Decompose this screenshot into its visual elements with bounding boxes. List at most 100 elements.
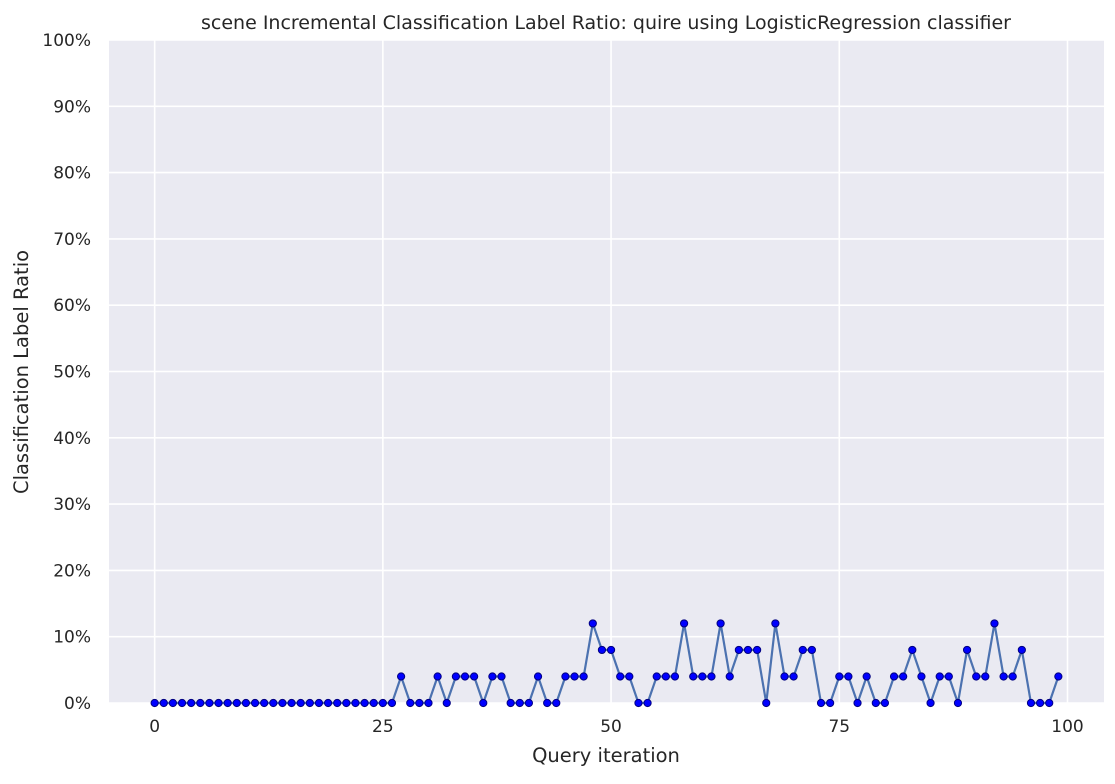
data-point: [789, 672, 798, 681]
data-point: [698, 672, 707, 681]
y-tick-label: 50%: [53, 363, 91, 383]
data-point: [771, 619, 780, 628]
data-point: [187, 698, 196, 708]
data-point: [944, 672, 953, 681]
y-tick-label: 100%: [42, 31, 91, 51]
data-point: [250, 698, 260, 708]
data-point: [406, 698, 415, 708]
data-point: [1054, 672, 1063, 681]
chart-title: scene Incremental Classification Label R…: [201, 12, 1011, 34]
y-tick-label: 30%: [53, 495, 91, 515]
data-point: [689, 672, 698, 681]
data-point: [889, 672, 899, 681]
y-tick-label: 60%: [53, 296, 91, 316]
x-tick-label: 25: [372, 717, 394, 737]
data-point: [351, 698, 360, 708]
data-point: [862, 672, 871, 681]
data-point: [899, 672, 908, 681]
data-point: [707, 672, 716, 681]
data-point: [543, 698, 552, 708]
data-point: [798, 645, 807, 655]
y-tick-label: 90%: [53, 97, 91, 117]
data-point: [196, 698, 205, 708]
data-point: [470, 672, 479, 681]
data-point: [972, 672, 981, 681]
data-point: [616, 672, 625, 681]
x-tick-labels: 0 25 50 75 100: [149, 717, 1083, 737]
data-point: [442, 698, 451, 708]
data-point: [762, 698, 771, 708]
data-point: [871, 698, 880, 708]
data-point: [333, 698, 342, 708]
y-tick-label: 80%: [53, 164, 91, 184]
data-point: [223, 698, 232, 708]
data-point: [725, 672, 734, 681]
y-axis-label: Classification Label Ratio: [10, 250, 33, 494]
data-point: [269, 698, 278, 708]
data-point: [214, 698, 223, 708]
data-point: [360, 698, 369, 708]
data-point: [552, 698, 561, 708]
data-point: [305, 698, 314, 708]
data-point: [953, 698, 963, 708]
data-point: [397, 672, 406, 681]
data-point: [524, 698, 534, 708]
data-point: [387, 698, 397, 708]
data-point: [378, 698, 387, 708]
data-point: [424, 698, 433, 708]
data-point: [561, 672, 570, 681]
x-axis-label: Query iteration: [532, 744, 680, 767]
x-tick-label: 50: [600, 717, 622, 737]
grid-lines: [109, 39, 1104, 704]
data-point: [159, 698, 168, 708]
y-tick-labels: 0% 10% 20% 30% 40% 50% 60% 70% 80% 90% 100%: [42, 31, 91, 714]
data-point: [807, 645, 816, 655]
data-point: [278, 698, 287, 708]
data-point: [1008, 672, 1017, 681]
data-point: [835, 672, 844, 681]
data-point: [853, 698, 862, 708]
data-point: [314, 698, 324, 708]
data-point: [241, 698, 251, 708]
data-point: [533, 672, 543, 681]
data-point: [643, 698, 652, 708]
data-point: [816, 698, 826, 708]
series-markers: [150, 619, 1063, 708]
data-point: [734, 645, 743, 655]
data-point: [497, 672, 506, 681]
data-point: [205, 698, 214, 708]
data-point: [260, 698, 269, 708]
data-point: [433, 672, 442, 681]
data-point: [990, 619, 999, 628]
data-point: [634, 698, 643, 708]
data-point: [1045, 698, 1054, 708]
data-point: [679, 619, 689, 628]
data-point: [743, 645, 753, 655]
data-point: [460, 672, 470, 681]
data-point: [515, 698, 524, 708]
data-point: [597, 645, 607, 655]
y-tick-label: 10%: [53, 628, 91, 648]
data-point: [488, 672, 497, 681]
data-point: [1026, 698, 1036, 708]
data-point: [780, 672, 789, 681]
data-point: [479, 698, 488, 708]
data-point: [908, 645, 917, 655]
data-point: [415, 698, 424, 708]
data-point: [323, 698, 333, 708]
data-point: [506, 698, 515, 708]
data-point: [999, 672, 1008, 681]
data-point: [342, 698, 351, 708]
data-point: [451, 672, 460, 681]
data-point: [150, 698, 159, 708]
data-point: [981, 672, 990, 681]
data-point: [652, 672, 661, 681]
data-point: [670, 672, 680, 681]
y-tick-label: 40%: [53, 429, 91, 449]
data-point: [880, 698, 890, 708]
data-point: [917, 672, 926, 681]
data-point: [287, 698, 296, 708]
data-point: [962, 645, 972, 655]
